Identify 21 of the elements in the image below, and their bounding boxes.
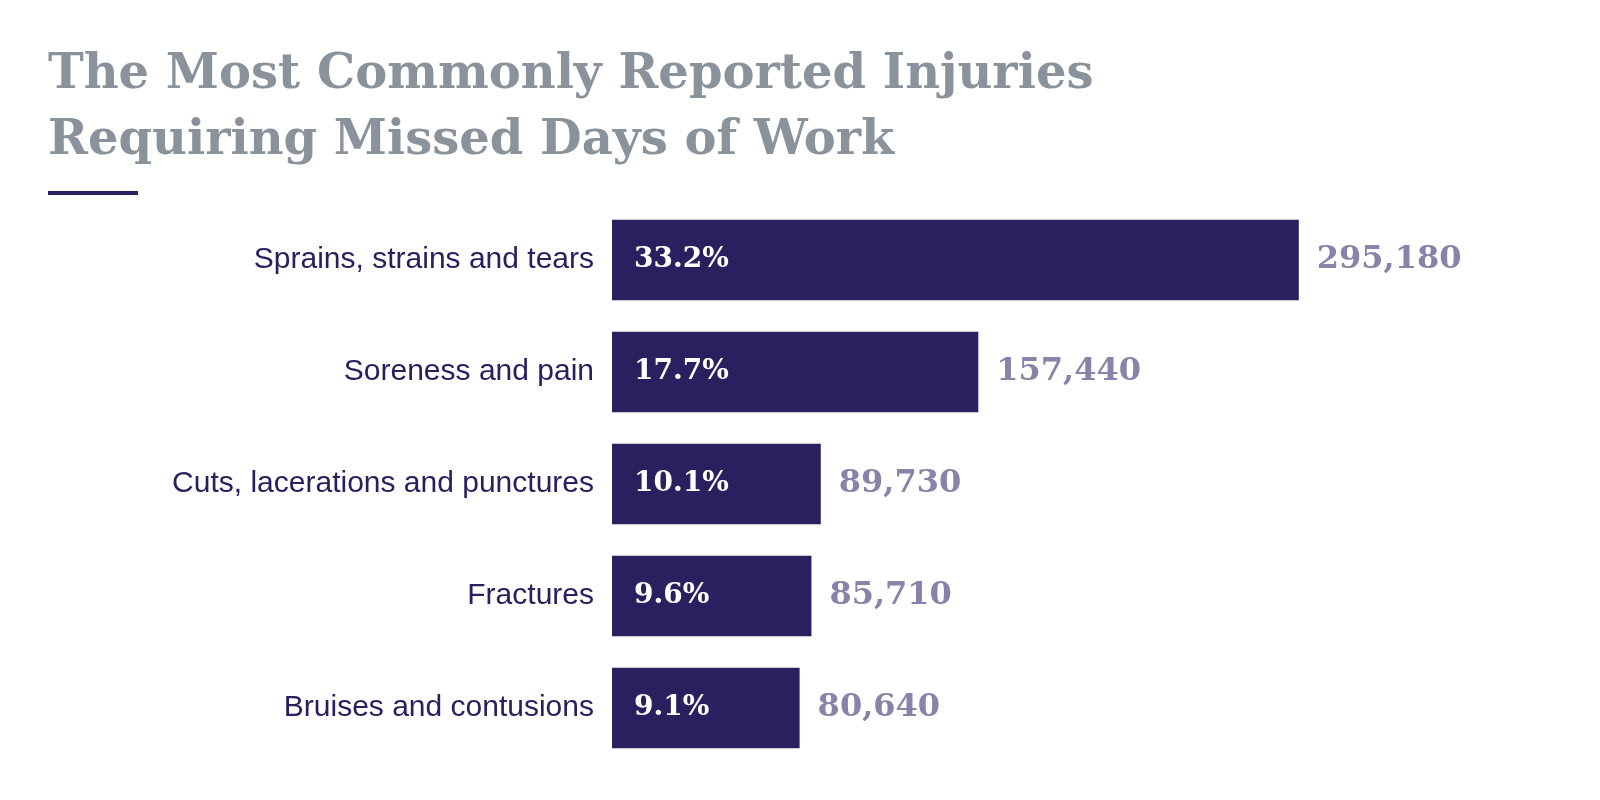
y-tick-label: Bruises and contusions (283, 689, 594, 723)
annotation: 17.7% (634, 353, 729, 387)
bar (612, 667, 800, 749)
data-label: 295,180 (1316, 238, 1462, 277)
annotation: 9.6% (634, 577, 710, 611)
chart-title: The Most Commonly Reported Injuries Requiring Missed Days of Work (48, 42, 1094, 167)
bar (612, 331, 979, 413)
bar (612, 555, 812, 637)
data-label: 80,640 (817, 686, 941, 725)
y-tick-label: Fractures (467, 577, 594, 611)
y-tick-label: Cuts, lacerations and punctures (172, 465, 594, 499)
bar (612, 443, 821, 525)
y-tick-label: Sprains, strains and tears (253, 241, 594, 275)
annotation: 10.1% (634, 465, 729, 499)
annotation: 9.1% (634, 689, 710, 723)
data-label: 157,440 (996, 350, 1142, 389)
annotation: 33.2% (634, 241, 729, 275)
bar (612, 219, 1299, 301)
y-tick-label: Soreness and pain (343, 353, 594, 387)
data-label: 89,730 (838, 462, 962, 501)
data-label: 85,710 (829, 574, 952, 613)
